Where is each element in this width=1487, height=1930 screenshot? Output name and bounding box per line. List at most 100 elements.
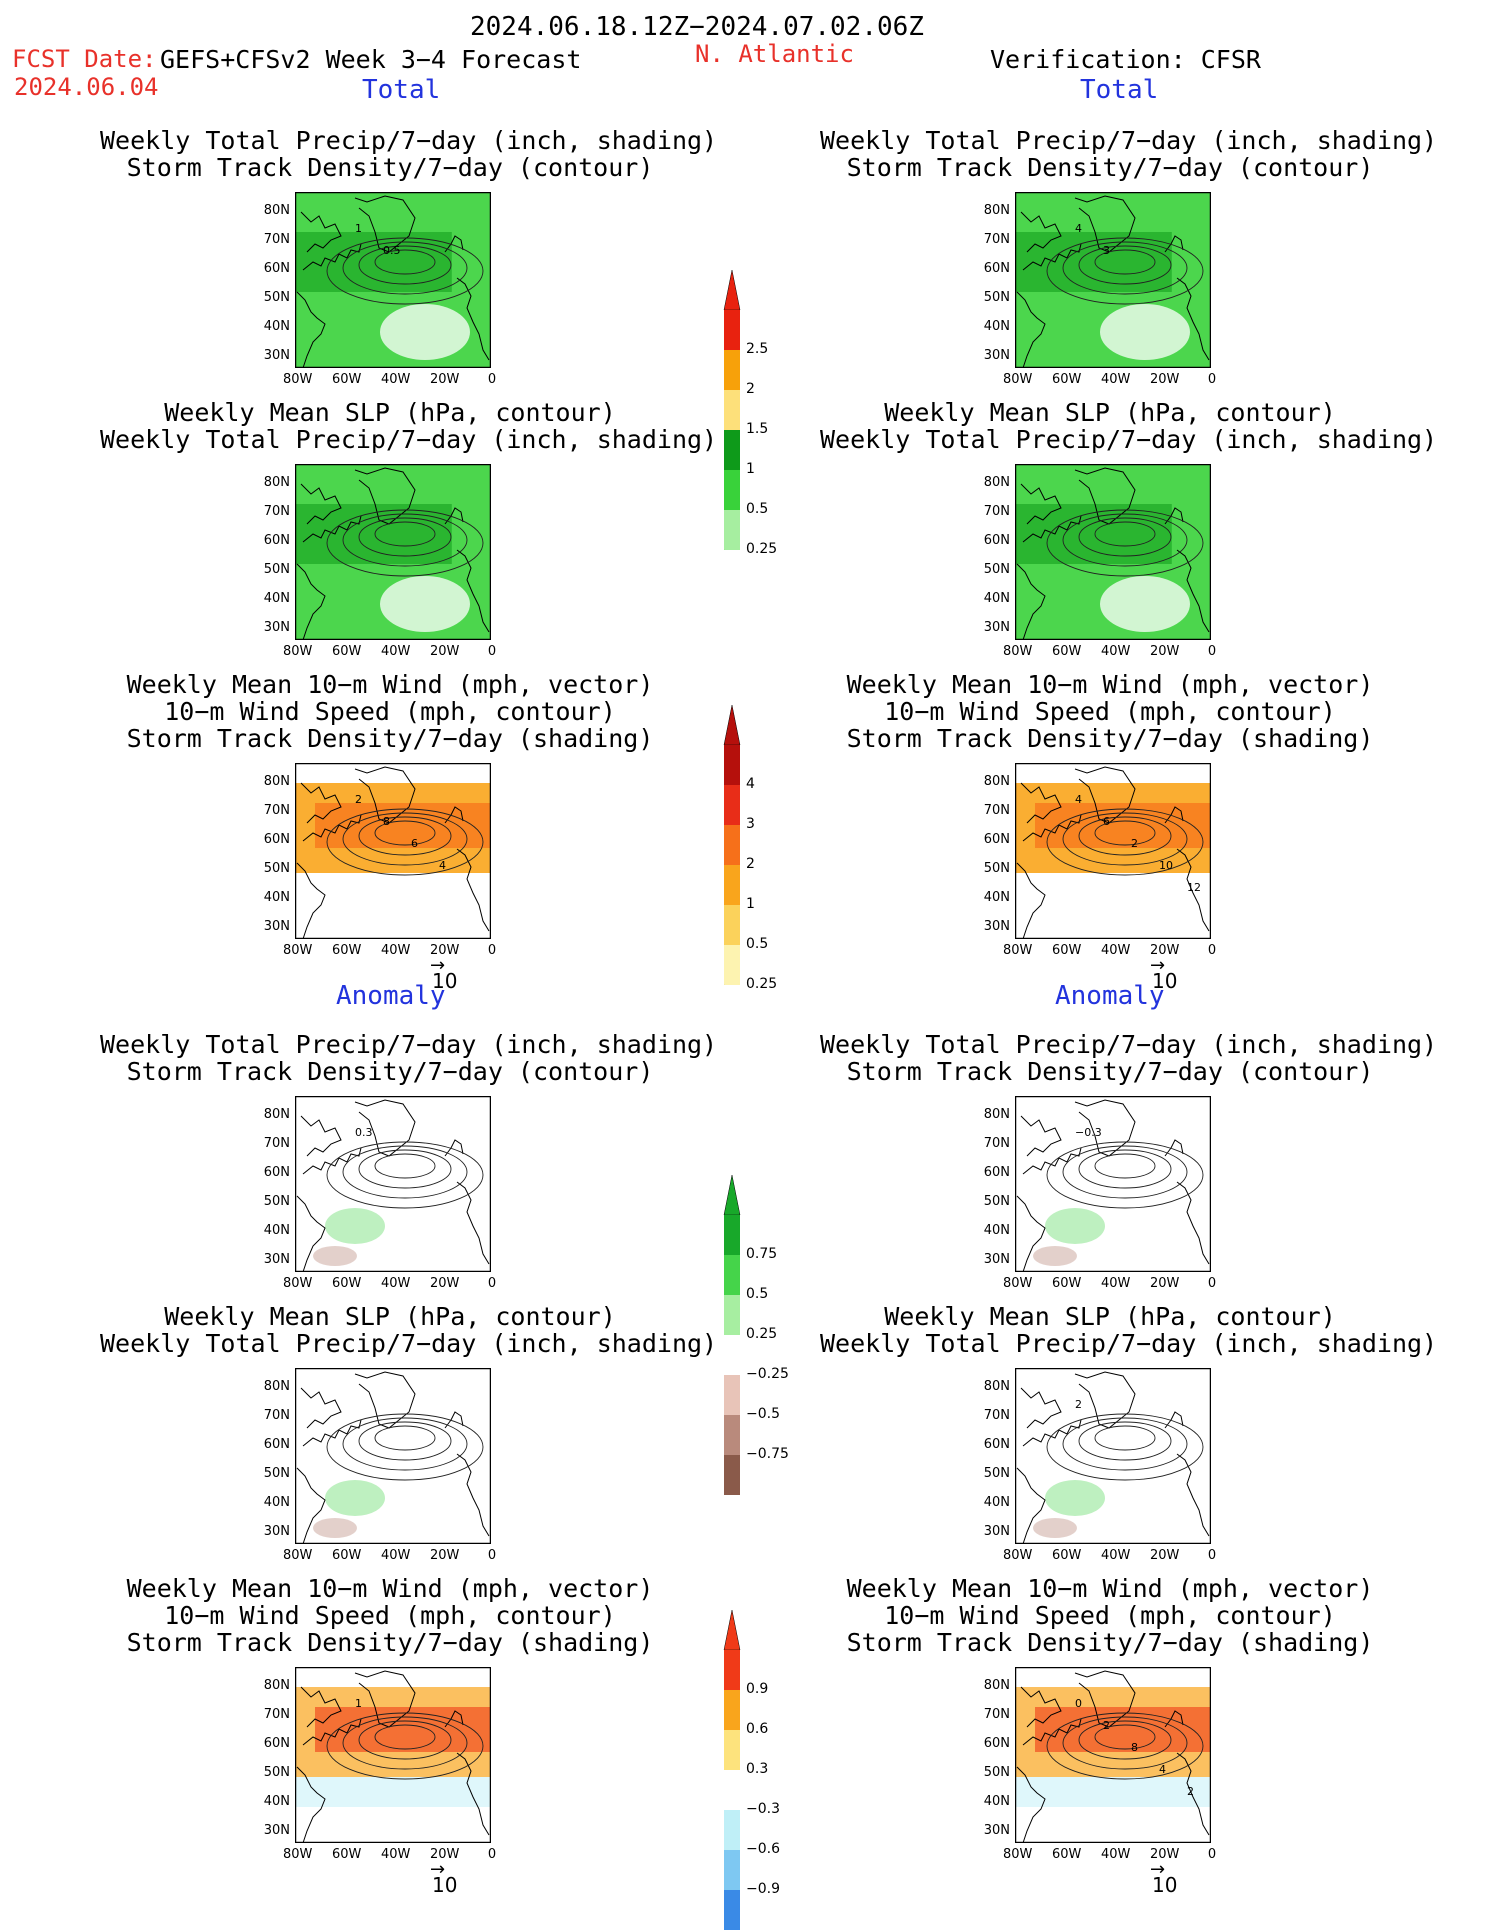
lon-tick: 20W — [430, 1276, 460, 1291]
lon-tick: 80W — [283, 943, 313, 958]
colorbar-segment — [724, 785, 740, 825]
contour-label: 8 — [1131, 1741, 1138, 1754]
lon-tick: 80W — [283, 372, 313, 387]
panel-fcst-anom-precip-storm: Weekly Total Precip/7−day (inch, shading… — [100, 1030, 718, 1306]
coastline — [354, 1670, 416, 1728]
lon-tick: 80W — [1003, 1548, 1033, 1563]
colorbar-label: −0.75 — [746, 1446, 789, 1462]
panel-title-line: Storm Track Density/7−day (shading) — [126, 1628, 654, 1657]
coastline — [1016, 563, 1046, 640]
colorbar-segment — [724, 1730, 740, 1770]
section-anomaly-left: Anomaly — [336, 981, 446, 1011]
lat-tick: 30N — [983, 348, 1010, 363]
panel-ver-anom-wind-storm: Weekly Mean 10−m Wind (mph, vector) 10−m … — [820, 1574, 1400, 1895]
lon-tick: 20W — [430, 644, 460, 659]
coastline — [300, 211, 342, 253]
contour-label: 12 — [1187, 881, 1201, 894]
map-fcst-anom-precip-storm: 0.3 — [295, 1096, 491, 1272]
coastline — [354, 195, 416, 253]
lat-tick: 60N — [983, 261, 1010, 276]
panel-fcst-total-wind-storm: Weekly Mean 10−m Wind (mph, vector) 10−m … — [100, 672, 680, 991]
lon-tick: 60W — [1052, 1847, 1082, 1862]
lon-tick: 80W — [1003, 1847, 1033, 1862]
contour-line — [1094, 820, 1156, 846]
coastline — [1176, 549, 1210, 633]
lat-tick: 60N — [983, 832, 1010, 847]
coastline — [1164, 1139, 1184, 1157]
lat-tick: 70N — [263, 232, 290, 247]
lat-tick: 70N — [263, 803, 290, 818]
colorbar-segment — [724, 310, 740, 350]
contour-line — [358, 1149, 452, 1189]
colorbar-label: 2 — [746, 381, 755, 397]
lat-tick: 80N — [263, 1379, 290, 1394]
contour-line — [1062, 513, 1188, 567]
shade-wet — [1045, 1208, 1105, 1244]
lat-tick: 60N — [983, 533, 1010, 548]
lat-tick: 50N — [983, 1466, 1010, 1481]
colorbar-segment — [724, 825, 740, 865]
lon-tick: 40W — [381, 943, 411, 958]
panel-title-line: Weekly Total Precip/7−day (inch, shading… — [820, 1329, 1438, 1358]
panel-title-line: Weekly Total Precip/7−day (inch, shading… — [100, 1030, 718, 1059]
coastline — [1016, 1195, 1046, 1272]
lat-tick: 70N — [263, 1136, 290, 1151]
colorbar-top-arrow — [723, 1610, 741, 1651]
lat-tick: 70N — [263, 1408, 290, 1423]
colorbar-label: 0.9 — [746, 1681, 769, 1697]
colorbar-top-arrow — [723, 705, 741, 746]
panel-ver-total-slp-precip: Weekly Mean SLP (hPa, contour) Weekly Tot… — [820, 400, 1437, 674]
lat-tick: 30N — [983, 620, 1010, 635]
lat-tick: 60N — [263, 1437, 290, 1452]
contour-label: 2 — [1131, 837, 1138, 850]
lat-tick: 30N — [263, 1252, 290, 1267]
panel-ver-anom-precip-storm: Weekly Total Precip/7−day (inch, shading… — [820, 1030, 1438, 1306]
map-ver-total-precip-storm: 43 — [1015, 192, 1211, 368]
contour-line — [358, 1720, 452, 1760]
contour-line — [1078, 1421, 1172, 1461]
shade-dry — [1033, 1246, 1077, 1266]
coastline — [1176, 848, 1210, 932]
coastline — [1074, 467, 1136, 525]
lat-tick: 40N — [983, 1794, 1010, 1809]
contour-label: 6 — [1103, 815, 1110, 828]
map-frame — [295, 1096, 491, 1272]
lat-tick: 40N — [983, 890, 1010, 905]
contour-label: 0.3 — [355, 1126, 373, 1139]
vector-ref-arrow: → — [1150, 955, 1166, 976]
coastline — [1022, 1718, 1082, 1746]
map-fcst-total-precip-storm: 10.5 — [295, 192, 491, 368]
contour-line — [374, 1425, 436, 1451]
panel-title-line: Weekly Mean SLP (hPa, contour) — [884, 1302, 1336, 1331]
lat-tick: 50N — [983, 1194, 1010, 1209]
contour-line — [1078, 245, 1172, 285]
lat-tick: 60N — [263, 533, 290, 548]
lon-tick: 80W — [283, 644, 313, 659]
coastline — [1176, 1453, 1210, 1537]
coastline — [300, 1686, 342, 1728]
coastline — [296, 563, 326, 640]
colorbar-storm_anom: 0.9 0.6 0.3 −0.3 −0.6 −0.9 — [722, 1610, 802, 1930]
lon-tick: 40W — [1101, 943, 1131, 958]
coastline — [1176, 277, 1210, 361]
coastline — [1020, 211, 1062, 253]
contour-line — [1062, 241, 1188, 295]
lat-tick: 80N — [983, 1379, 1010, 1394]
coastline — [456, 848, 490, 932]
lon-tick: 80W — [1003, 1276, 1033, 1291]
contour-line — [326, 1413, 484, 1481]
colorbar-label: 2.5 — [746, 341, 769, 357]
lon-tick: 20W — [1150, 372, 1180, 387]
lon-tick: 60W — [1052, 943, 1082, 958]
contour-label: 4 — [1075, 222, 1082, 235]
panel-title-line: Weekly Mean 10−m Wind (mph, vector) — [846, 1574, 1374, 1603]
lon-tick: 80W — [283, 1548, 313, 1563]
coastline — [300, 1115, 342, 1157]
coastline — [456, 549, 490, 633]
panel-title-line: Weekly Total Precip/7−day (inch, shading… — [100, 425, 718, 454]
contour-line — [1078, 1149, 1172, 1189]
panel-title-line: Weekly Total Precip/7−day (inch, shading… — [820, 1030, 1438, 1059]
lon-tick: 0 — [487, 644, 497, 659]
panel-title-line: Storm Track Density/7−day (shading) — [846, 1628, 1374, 1657]
contour-label: 10 — [1159, 859, 1173, 872]
